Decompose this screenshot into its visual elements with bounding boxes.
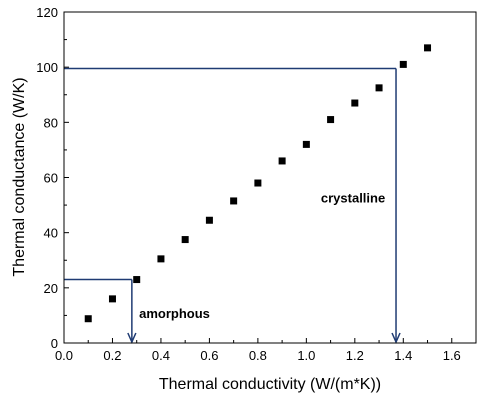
data-point [302,140,310,148]
arrow-head-icon [127,332,137,344]
y-tick-label: 0 [51,336,58,351]
arrow-head-icon [391,332,401,344]
annotation-label: crystalline [321,190,385,205]
data-point [108,295,116,303]
data-point [327,116,335,124]
annotation-label: amorphous [139,306,210,321]
x-tick-label: 1.0 [297,348,315,363]
x-tick-label: 0.0 [55,348,73,363]
plot-layer: amorphous crystalline [64,44,432,344]
data-point [424,44,432,52]
plot-frame [63,11,477,344]
data-point [205,216,213,224]
x-tick-label: 1.4 [394,348,412,363]
y-tick-label: 40 [44,226,58,241]
y-axis-ticks: 0 20 40 60 80 100 120 [36,5,69,351]
data-point [399,60,407,68]
x-tick-label: 0.2 [103,348,121,363]
data-point [254,179,262,187]
y-tick-label: 60 [44,171,58,186]
x-tick-label: 0.8 [249,348,267,363]
data-point [157,255,165,263]
x-tick-label: 1.6 [443,348,461,363]
data-point [84,315,92,323]
x-axis-label: Thermal conductivity (W/(m*K)) [159,376,381,393]
data-point [375,84,383,92]
y-tick-label: 80 [44,115,58,130]
data-point [230,197,238,205]
y-tick-label: 120 [36,5,58,20]
x-axis-ticks: 0.0 0.2 0.4 0.6 0.8 1.0 1.2 1.4 1.6 [55,338,461,363]
data-point [351,99,359,107]
y-tick-label: 20 [44,281,58,296]
x-tick-label: 0.4 [152,348,170,363]
y-tick-label: 100 [36,60,58,75]
data-point [181,236,189,244]
x-tick-label: 1.2 [346,348,364,363]
x-tick-label: 0.6 [200,348,218,363]
data-point [278,157,286,165]
y-axis-label: Thermal conductance (W/K) [11,77,28,276]
annotation-crystalline: crystalline [64,67,401,344]
annotation-amorphous: amorphous [64,278,210,344]
data-point [133,276,141,284]
